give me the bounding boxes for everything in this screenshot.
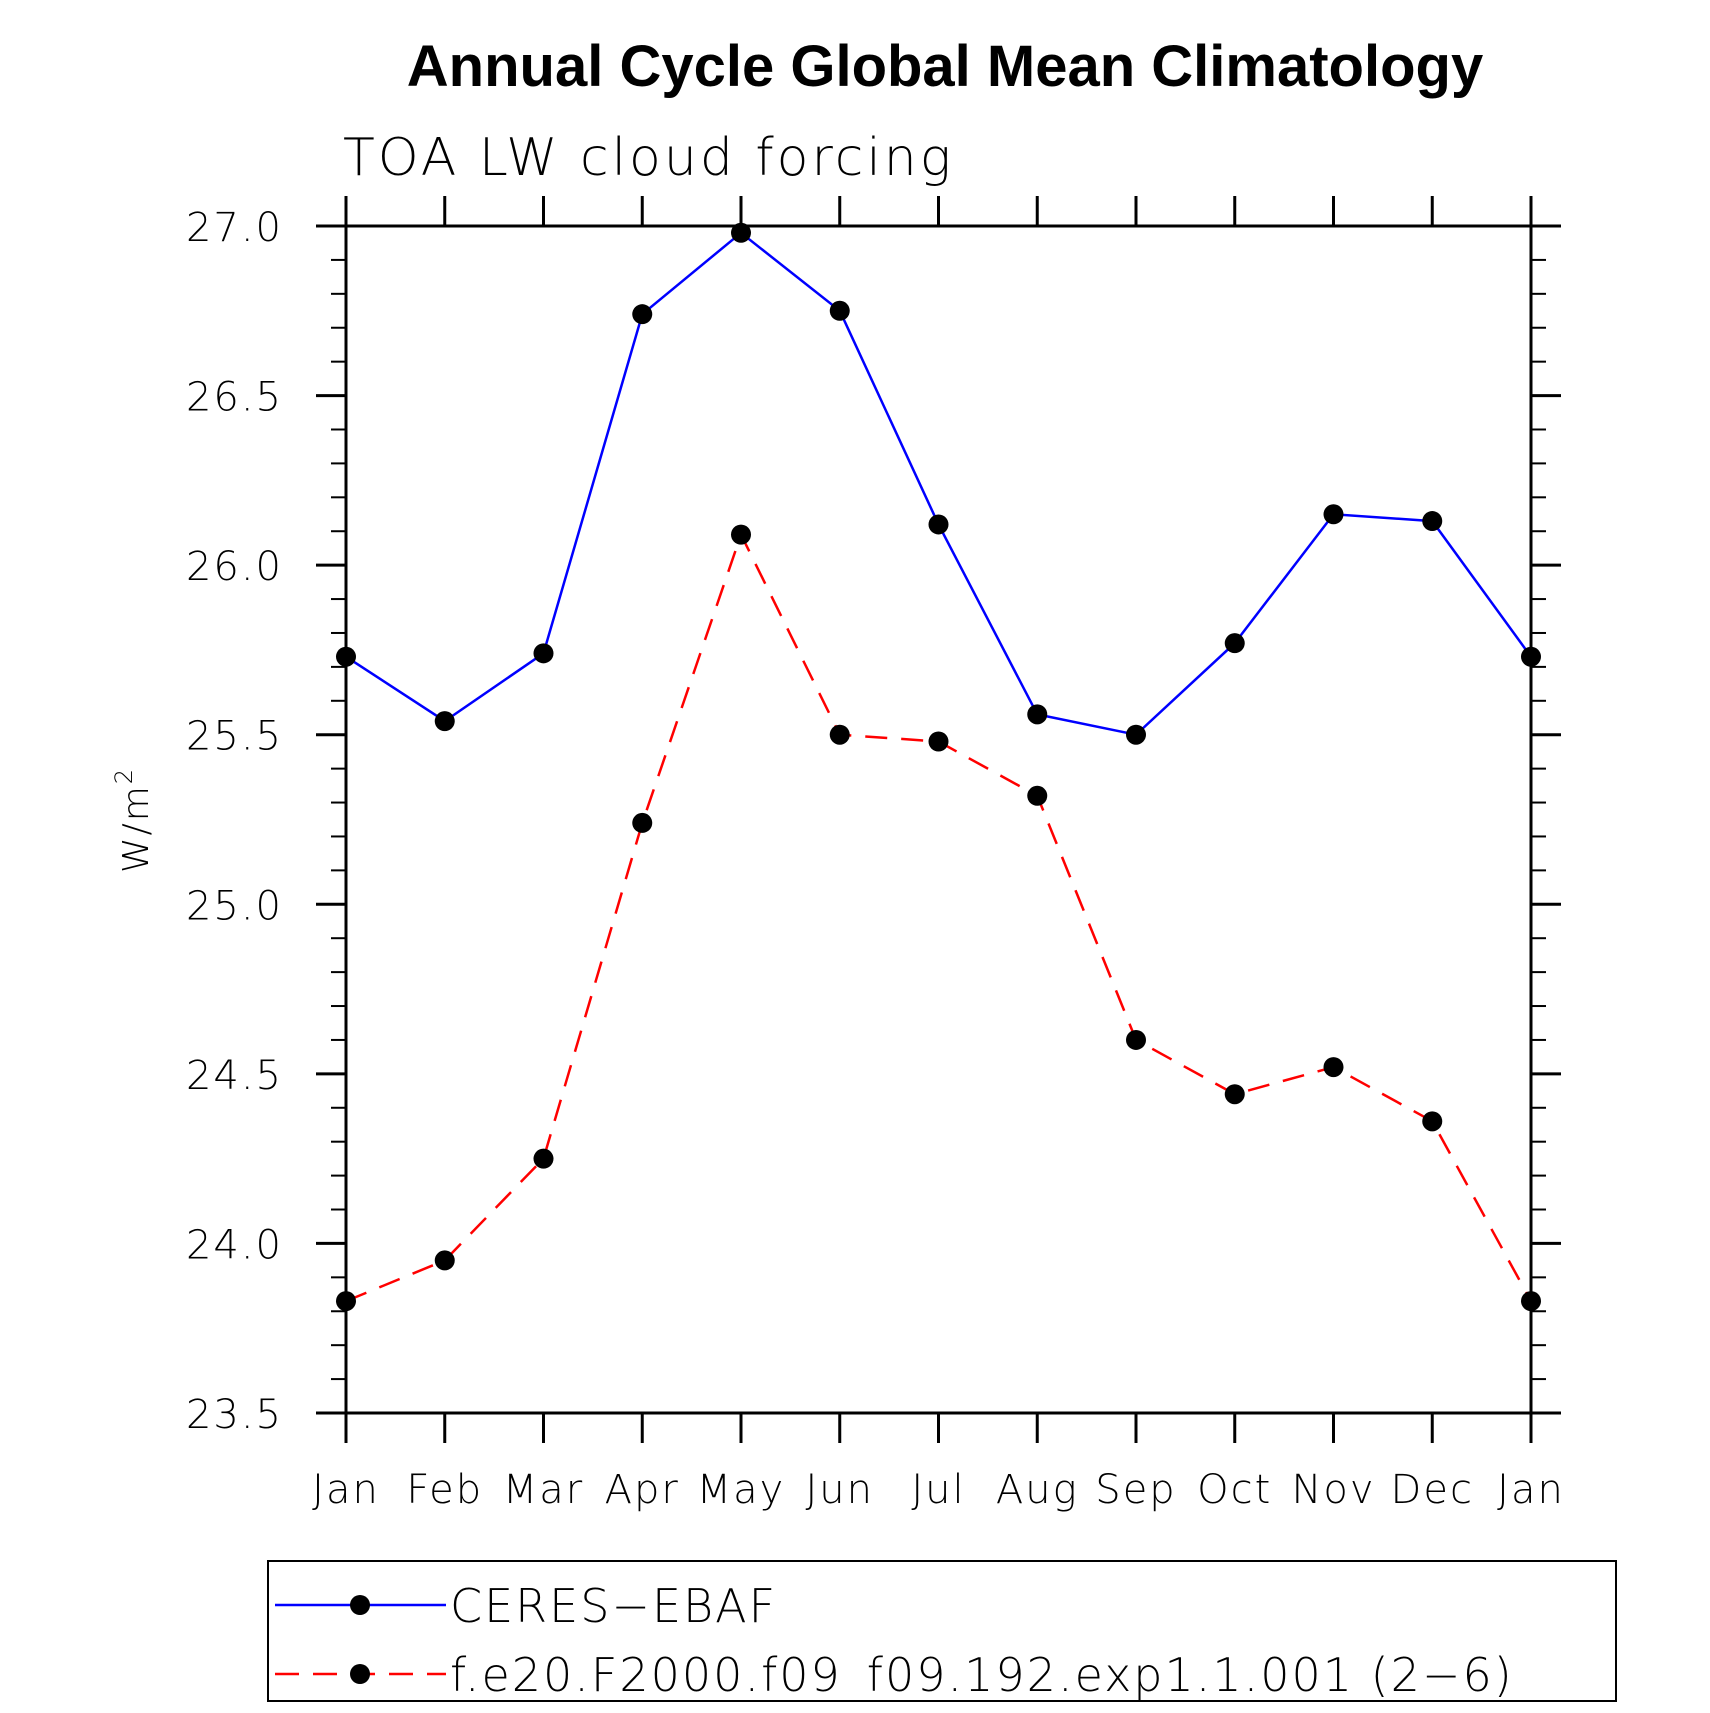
data-point xyxy=(533,643,554,664)
chart-subtitle: TOA LW cloud forcing xyxy=(343,128,954,188)
data-point xyxy=(731,222,751,243)
data-point xyxy=(829,300,850,321)
data-point xyxy=(434,711,455,732)
x-tick-label: May xyxy=(697,1467,786,1513)
x-tick-label: Feb xyxy=(406,1467,483,1513)
data-point xyxy=(1126,724,1146,745)
data-point xyxy=(336,1291,356,1312)
x-tick-label: Jan xyxy=(312,1467,380,1513)
series-1 xyxy=(336,222,1541,745)
x-tick-label: Dec xyxy=(1391,1467,1474,1513)
y-axis-label-text: W/m xyxy=(116,784,157,873)
data-point xyxy=(829,724,850,745)
data-point xyxy=(632,812,653,833)
data-point xyxy=(1422,511,1443,532)
y-tick-label: 24.5 xyxy=(186,1053,283,1099)
axes-layer: Jan Feb Mar Apr May Jun Jul Aug Sep Oct Nov Dec Jan 2… xyxy=(110,196,1565,1513)
data-point xyxy=(434,1250,455,1271)
data-point xyxy=(1521,1291,1541,1312)
data-point xyxy=(731,524,751,545)
y-tick-label: 24.0 xyxy=(186,1222,283,1268)
legend: CERES−EBAF f.e20.F2000.f09_f09.192.exp1.1… xyxy=(267,1560,1617,1702)
data-point xyxy=(1422,1111,1443,1132)
chart-title: Annual Cycle Global Mean Climatology xyxy=(407,34,1483,99)
legend-marker xyxy=(350,1595,370,1615)
data-point xyxy=(1126,1029,1146,1050)
x-tick-label: Jun xyxy=(806,1467,875,1513)
series-2 xyxy=(336,524,1541,1312)
x-tick-label: Mar xyxy=(503,1467,584,1513)
y-axis-label: W/m2 xyxy=(110,767,157,873)
series-line xyxy=(345,231,1533,737)
data-point xyxy=(1027,785,1048,806)
data-point xyxy=(928,514,949,535)
data-point xyxy=(1224,633,1245,654)
x-tick-label: Apr xyxy=(605,1467,680,1513)
x-tick-label: Jul xyxy=(911,1467,965,1513)
y-tick-label: 26.0 xyxy=(186,544,283,590)
data-point xyxy=(1521,646,1541,667)
y-axis-label-superscript: 2 xyxy=(110,767,138,784)
x-tick-label: Nov xyxy=(1291,1467,1375,1513)
series-layer xyxy=(336,222,1541,1312)
x-tick-label: Sep xyxy=(1095,1467,1176,1513)
y-tick-label: 25.0 xyxy=(186,883,283,929)
data-point xyxy=(928,731,949,752)
x-tick-label: Aug xyxy=(996,1467,1079,1513)
y-tick-label: 25.5 xyxy=(186,714,283,760)
data-point xyxy=(1323,504,1344,525)
data-point xyxy=(1027,704,1048,725)
x-tick-label: Oct xyxy=(1197,1467,1272,1513)
y-tick-label: 27.0 xyxy=(186,205,283,251)
series-line xyxy=(345,531,1533,1303)
y-tick-label: 26.5 xyxy=(186,375,283,421)
legend-label: CERES−EBAF xyxy=(450,1579,777,1633)
plot-frame xyxy=(344,224,1533,1415)
data-point xyxy=(533,1148,554,1169)
data-point xyxy=(1323,1057,1344,1078)
legend-marker xyxy=(350,1664,370,1684)
legend-box xyxy=(267,1560,1617,1702)
data-point xyxy=(632,304,653,325)
data-point xyxy=(336,646,356,667)
x-tick-label: Jan xyxy=(1497,1467,1565,1513)
data-point xyxy=(1224,1084,1245,1105)
legend-label: f.e20.F2000.f09_f09.192.exp1.1.001 (2−6) xyxy=(450,1648,1514,1702)
y-tick-label: 23.5 xyxy=(186,1392,283,1438)
